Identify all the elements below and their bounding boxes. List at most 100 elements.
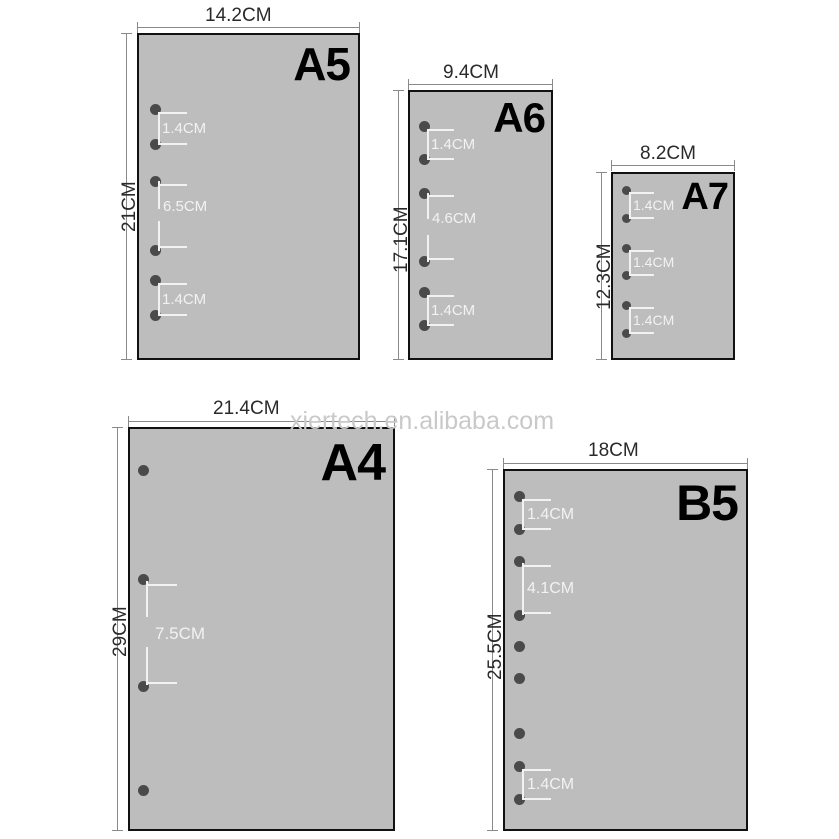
a7-ann1-label: 1.4CM: [633, 197, 675, 213]
sheet-a4[interactable]: A4 7.5CM: [128, 427, 395, 831]
a4-ann1-tick-top: [147, 584, 177, 586]
a5-ann3-line: [158, 283, 160, 316]
a5-width-dimension-line: [137, 22, 360, 33]
sheet-a7-size-label: A7: [681, 176, 729, 218]
a6-width-label: 9.4CM: [443, 62, 499, 83]
sheet-a5[interactable]: A5 1.4CM 6.5CM 1.: [137, 33, 360, 360]
hole-a5-1: [149, 103, 161, 115]
a4-width-label: 21.4CM: [213, 398, 280, 419]
b5-ann3-tick-top: [523, 769, 551, 771]
sheet-a4-size-label: A4: [320, 434, 386, 492]
a6-ann2-line-top: [427, 193, 429, 219]
b5-ann1-label: 1.4CM: [527, 506, 575, 523]
b5-ann1-line: [522, 499, 524, 530]
b5-width-label: 18CM: [588, 440, 639, 461]
a4-ann1-tick-bottom: [147, 682, 177, 684]
hole-a6-3: [418, 187, 430, 199]
hole-b5-4: [513, 609, 525, 621]
hole-a4-4: [137, 784, 149, 796]
hole-a5-4: [149, 244, 161, 256]
sheet-b5[interactable]: B5 1.4CM 4.1CM 1.4CM: [503, 469, 748, 831]
a5-ann1-tick-top: [159, 112, 187, 114]
hole-a7-2: [621, 213, 631, 223]
a6-ann1-tick-top: [428, 129, 454, 131]
a6-ann2-label: 4.6CM: [432, 210, 477, 227]
sheet-b5-size-label: B5: [676, 475, 739, 531]
a7-ann3-tick-bottom: [630, 332, 654, 334]
sheet-a6-size-label: A6: [493, 94, 546, 141]
watermark: xiertech.en.alibaba.com: [290, 407, 555, 435]
hole-a6-2: [418, 153, 430, 165]
hole-b5-8: [513, 760, 525, 772]
hole-a7-1: [621, 185, 631, 195]
a4-ann1-label: 7.5CM: [155, 624, 206, 643]
b5-height-dimension-line: [487, 469, 498, 831]
b5-ann1-tick-top: [523, 499, 551, 501]
a7-ann2-tick-top: [630, 250, 654, 252]
hole-a6-4: [418, 255, 430, 267]
hole-b5-9: [513, 793, 525, 805]
hole-a4-1: [137, 464, 149, 476]
hole-a6-1: [418, 120, 430, 132]
a4-height-dimension-line: [112, 427, 123, 831]
b5-ann2-label: 4.1CM: [527, 580, 575, 597]
a7-width-dimension-line: [611, 160, 735, 171]
hole-a7-4: [621, 270, 631, 280]
a7-ann2-label: 1.4CM: [633, 254, 675, 270]
hole-b5-6: [513, 672, 525, 684]
a5-ann1-label: 1.4CM: [162, 120, 207, 137]
hole-a4-2: [137, 573, 149, 585]
a6-ann2-tick-top: [428, 195, 454, 197]
hole-b5-2: [513, 523, 525, 535]
a4-ann1-line-top: [146, 581, 148, 617]
b5-ann2-tick-top: [523, 565, 551, 567]
a7-ann1-tick-bottom: [630, 217, 654, 219]
a6-height-dimension-line: [393, 90, 404, 360]
sheet-a7[interactable]: A7 1.4CM 1.4CM 1.4CM: [611, 172, 735, 360]
a7-ann1-tick-top: [630, 192, 654, 194]
b5-width-dimension-line: [503, 458, 748, 469]
a6-ann3-label: 1.4CM: [431, 302, 476, 319]
hole-a7-3: [621, 243, 631, 253]
b5-ann3-line: [522, 769, 524, 800]
b5-ann2-tick-bottom: [523, 612, 551, 614]
a7-ann2-line: [629, 250, 631, 276]
hole-b5-1: [513, 490, 525, 502]
a5-ann3-tick-bottom: [159, 314, 187, 316]
a5-ann3-label: 1.4CM: [162, 291, 207, 308]
a7-width-label: 8.2CM: [640, 143, 696, 164]
a5-ann2-tick-bottom: [159, 246, 187, 248]
hole-a5-6: [149, 309, 161, 321]
a4-width-dimension-line: [128, 416, 395, 427]
a7-ann2-tick-bottom: [630, 274, 654, 276]
b5-ann3-label: 1.4CM: [527, 776, 575, 793]
a5-ann2-tick-top: [159, 184, 187, 186]
a6-ann1-label: 1.4CM: [431, 136, 476, 153]
hole-a7-6: [621, 328, 631, 338]
hole-b5-3: [513, 555, 525, 567]
a5-ann2-line-top: [158, 181, 160, 209]
a6-ann2-tick-bottom: [428, 258, 454, 260]
hole-a5-2: [149, 138, 161, 150]
hole-a4-3: [137, 680, 149, 692]
a6-ann1-tick-bottom: [428, 158, 454, 160]
a5-ann2-line-bottom: [158, 221, 160, 251]
a7-ann3-tick-top: [630, 307, 654, 309]
a5-height-dimension-line: [121, 33, 132, 360]
a6-width-dimension-line: [408, 79, 553, 90]
hole-a5-5: [149, 274, 161, 286]
a5-ann1-tick-bottom: [159, 143, 187, 145]
a6-ann2-line-bottom: [427, 235, 429, 262]
a6-ann3-tick-bottom: [428, 324, 454, 326]
a7-height-dimension-line: [596, 172, 607, 360]
a7-ann1-line: [629, 192, 631, 219]
b5-ann2-line: [522, 563, 524, 615]
a7-ann3-label: 1.4CM: [633, 312, 675, 328]
a5-ann1-line: [158, 112, 160, 145]
hole-b5-5: [513, 640, 525, 652]
a5-ann2-label: 6.5CM: [163, 198, 208, 215]
hole-b5-7: [513, 727, 525, 739]
b5-ann1-tick-bottom: [523, 528, 551, 530]
sheet-a6[interactable]: A6 1.4CM 4.6CM 1.4CM: [408, 90, 553, 360]
